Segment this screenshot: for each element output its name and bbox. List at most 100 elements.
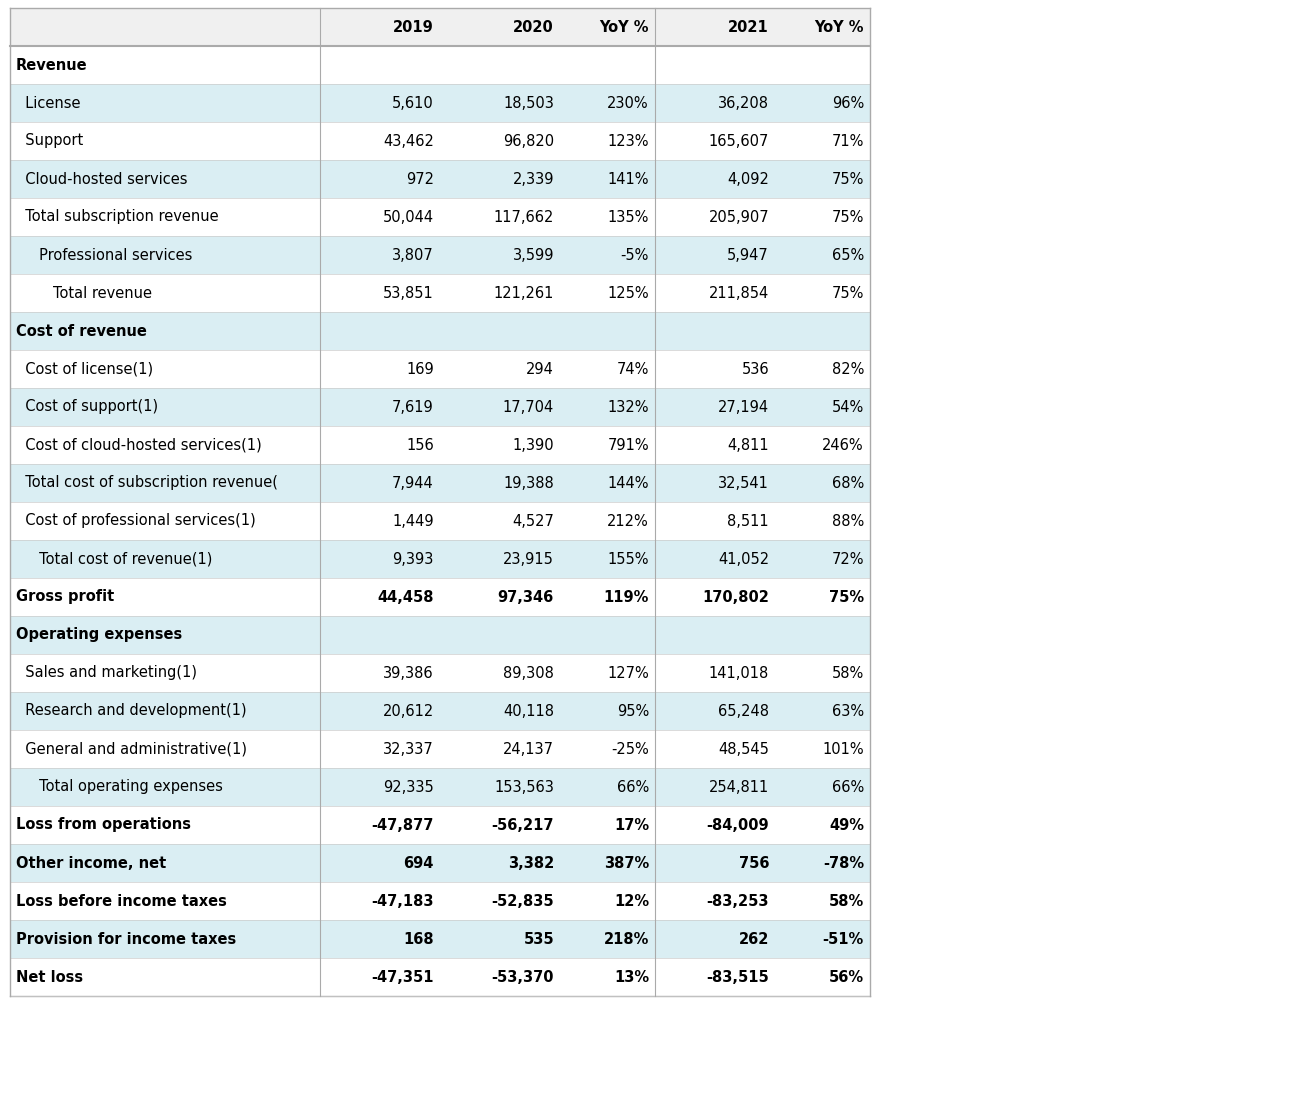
Text: Net loss: Net loss bbox=[16, 970, 83, 985]
Bar bbox=[10, 274, 870, 312]
Text: 40,118: 40,118 bbox=[503, 704, 554, 718]
Bar bbox=[10, 198, 870, 236]
Text: 123%: 123% bbox=[608, 134, 649, 148]
Text: -83,253: -83,253 bbox=[707, 894, 769, 908]
Bar bbox=[10, 350, 870, 388]
Text: 262: 262 bbox=[738, 931, 769, 946]
Text: 3,807: 3,807 bbox=[393, 247, 434, 262]
Text: Revenue: Revenue bbox=[16, 57, 87, 72]
Text: 212%: 212% bbox=[608, 514, 649, 528]
Bar bbox=[10, 957, 870, 996]
Text: 535: 535 bbox=[523, 931, 554, 946]
Text: 96,820: 96,820 bbox=[503, 134, 554, 148]
Bar bbox=[10, 122, 870, 160]
Text: 75%: 75% bbox=[832, 210, 865, 224]
Text: 56%: 56% bbox=[829, 970, 865, 985]
Bar bbox=[10, 160, 870, 198]
Text: Total revenue: Total revenue bbox=[16, 285, 153, 301]
Text: 12%: 12% bbox=[614, 894, 649, 908]
Bar bbox=[10, 692, 870, 730]
Text: -78%: -78% bbox=[823, 855, 865, 871]
Text: 756: 756 bbox=[738, 855, 769, 871]
Text: 20,612: 20,612 bbox=[383, 704, 434, 718]
Text: 68%: 68% bbox=[832, 475, 865, 491]
Text: -84,009: -84,009 bbox=[707, 818, 769, 832]
Text: 43,462: 43,462 bbox=[383, 134, 434, 148]
Text: Total cost of revenue(1): Total cost of revenue(1) bbox=[16, 551, 213, 567]
Bar bbox=[10, 426, 870, 464]
Text: Cost of revenue: Cost of revenue bbox=[16, 324, 147, 338]
Bar bbox=[10, 85, 870, 122]
Text: 168: 168 bbox=[403, 931, 434, 946]
Text: License: License bbox=[16, 96, 81, 111]
Bar bbox=[10, 502, 870, 540]
Bar bbox=[10, 388, 870, 426]
Text: 1,390: 1,390 bbox=[512, 437, 554, 452]
Text: 2021: 2021 bbox=[728, 20, 769, 34]
Bar bbox=[10, 920, 870, 957]
Text: Cost of license(1): Cost of license(1) bbox=[16, 361, 153, 377]
Text: 230%: 230% bbox=[608, 96, 649, 111]
Text: -47,351: -47,351 bbox=[372, 970, 434, 985]
Text: 791%: 791% bbox=[608, 437, 649, 452]
Text: Gross profit: Gross profit bbox=[16, 590, 115, 605]
Text: 24,137: 24,137 bbox=[503, 741, 554, 757]
Text: Loss before income taxes: Loss before income taxes bbox=[16, 894, 227, 908]
Text: 127%: 127% bbox=[608, 665, 649, 681]
Bar bbox=[10, 730, 870, 768]
Text: Provision for income taxes: Provision for income taxes bbox=[16, 931, 236, 946]
Text: 75%: 75% bbox=[829, 590, 865, 605]
Text: 205,907: 205,907 bbox=[708, 210, 769, 224]
Text: 63%: 63% bbox=[832, 704, 865, 718]
Text: 246%: 246% bbox=[823, 437, 865, 452]
Text: 44,458: 44,458 bbox=[377, 590, 434, 605]
Text: 4,092: 4,092 bbox=[728, 171, 769, 187]
Text: Cost of cloud-hosted services(1): Cost of cloud-hosted services(1) bbox=[16, 437, 262, 452]
Bar bbox=[10, 768, 870, 806]
Text: Support: Support bbox=[16, 134, 83, 148]
Text: 49%: 49% bbox=[829, 818, 865, 832]
Text: 387%: 387% bbox=[604, 855, 649, 871]
Text: 2019: 2019 bbox=[394, 20, 434, 34]
Text: General and administrative(1): General and administrative(1) bbox=[16, 741, 246, 757]
Text: 50,044: 50,044 bbox=[383, 210, 434, 224]
Text: 23,915: 23,915 bbox=[503, 551, 554, 567]
Bar bbox=[10, 806, 870, 844]
Text: -53,370: -53,370 bbox=[492, 970, 554, 985]
Text: 17,704: 17,704 bbox=[503, 400, 554, 415]
Text: 170,802: 170,802 bbox=[702, 590, 769, 605]
Text: YoY %: YoY % bbox=[815, 20, 865, 34]
Text: 82%: 82% bbox=[832, 361, 865, 377]
Text: 58%: 58% bbox=[829, 894, 865, 908]
Text: 165,607: 165,607 bbox=[708, 134, 769, 148]
Text: Other income, net: Other income, net bbox=[16, 855, 166, 871]
Text: 88%: 88% bbox=[832, 514, 865, 528]
Text: 41,052: 41,052 bbox=[719, 551, 769, 567]
Text: 141%: 141% bbox=[608, 171, 649, 187]
Text: 121,261: 121,261 bbox=[494, 285, 554, 301]
Text: 32,541: 32,541 bbox=[719, 475, 769, 491]
Text: Cost of support(1): Cost of support(1) bbox=[16, 400, 158, 415]
Text: 4,811: 4,811 bbox=[728, 437, 769, 452]
Text: 13%: 13% bbox=[614, 970, 649, 985]
Bar bbox=[10, 540, 870, 578]
Bar bbox=[10, 616, 870, 654]
Bar bbox=[10, 882, 870, 920]
Text: Loss from operations: Loss from operations bbox=[16, 818, 190, 832]
Text: 27,194: 27,194 bbox=[719, 400, 769, 415]
Text: 117,662: 117,662 bbox=[494, 210, 554, 224]
Text: 3,382: 3,382 bbox=[507, 855, 554, 871]
Text: 211,854: 211,854 bbox=[709, 285, 769, 301]
Text: 17%: 17% bbox=[614, 818, 649, 832]
Text: 19,388: 19,388 bbox=[503, 475, 554, 491]
Text: 7,944: 7,944 bbox=[393, 475, 434, 491]
Text: 54%: 54% bbox=[832, 400, 865, 415]
Text: 48,545: 48,545 bbox=[719, 741, 769, 757]
Text: 97,346: 97,346 bbox=[498, 590, 554, 605]
Text: 92,335: 92,335 bbox=[383, 780, 434, 795]
Text: 169: 169 bbox=[407, 361, 434, 377]
Text: Total operating expenses: Total operating expenses bbox=[16, 780, 223, 795]
Text: 32,337: 32,337 bbox=[383, 741, 434, 757]
Text: 65,248: 65,248 bbox=[719, 704, 769, 718]
Bar bbox=[10, 578, 870, 616]
